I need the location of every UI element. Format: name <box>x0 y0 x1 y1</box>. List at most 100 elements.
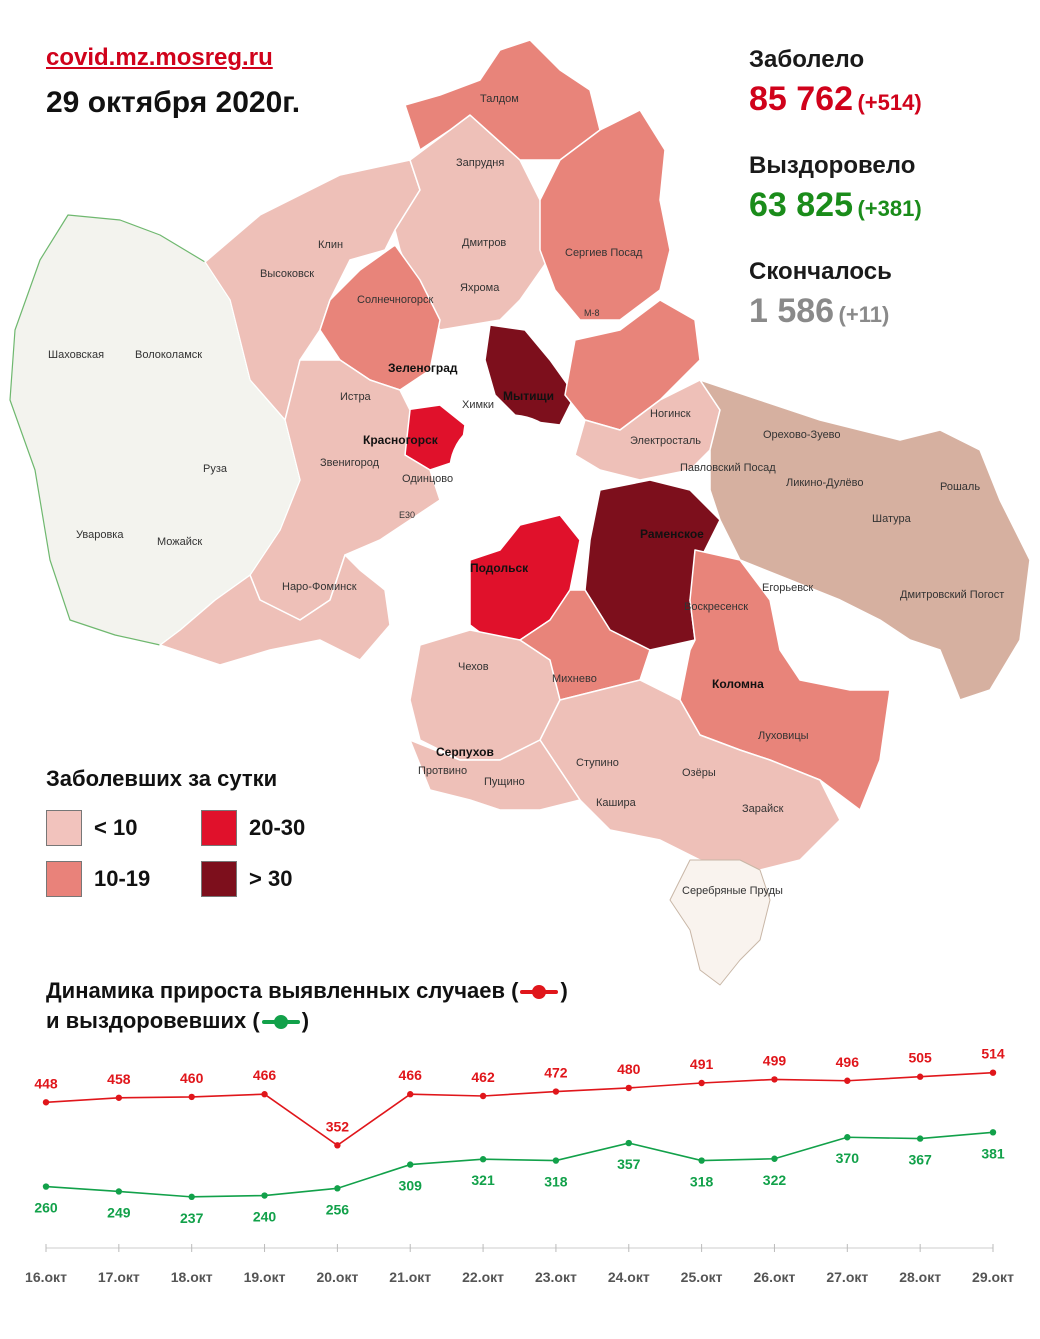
city-label: Подольск <box>470 561 529 575</box>
data-point <box>698 1079 705 1087</box>
city-label: Рошаль <box>940 481 980 493</box>
legend-item: 10-19 <box>46 861 150 897</box>
data-point <box>188 1193 195 1201</box>
city-label: Ступино <box>576 757 619 769</box>
data-label: 505 <box>908 1050 932 1066</box>
region-serpukhov <box>409 739 581 811</box>
data-point <box>771 1155 778 1162</box>
x-tick-label: 28.окт <box>899 1269 941 1285</box>
x-tick-label: 23.окт <box>535 1269 577 1285</box>
city-label: Можайск <box>157 536 202 548</box>
region-voskresensk-kolomna <box>679 549 891 811</box>
data-point <box>407 1091 414 1098</box>
died-label: Скончалось <box>749 258 892 285</box>
data-label: 496 <box>836 1054 860 1070</box>
data-label: 321 <box>471 1172 495 1188</box>
died-stat: 1 586 (+11) <box>749 292 889 331</box>
x-tick-label: 17.окт <box>98 1269 140 1285</box>
data-point <box>115 1188 123 1195</box>
infected-delta: (+514) <box>857 90 922 115</box>
dynamics-title: Динамика прироста выявленных случаев () … <box>46 976 568 1036</box>
city-label: Дмитров <box>462 237 506 249</box>
city-label: Волоколамск <box>135 349 202 361</box>
data-point <box>916 1073 924 1080</box>
data-label: 249 <box>107 1204 131 1220</box>
city-label: Талдом <box>480 93 519 105</box>
city-label: Егорьевск <box>762 582 813 594</box>
city-label: Запрудня <box>456 157 504 169</box>
region-taldom <box>404 39 601 161</box>
data-point <box>844 1077 851 1084</box>
data-label: 480 <box>617 1061 641 1077</box>
region-naro-fominsk <box>159 554 391 666</box>
report-date: 29 октября 2020г. <box>46 86 301 119</box>
legend-item: > 30 <box>201 861 292 897</box>
city-label: Зеленоград <box>388 361 458 375</box>
data-label: 357 <box>617 1156 641 1172</box>
dynamics-title-line2: и выздоровевших ( <box>46 1008 260 1033</box>
data-point <box>771 1076 778 1083</box>
legend-label: 20-30 <box>249 815 306 840</box>
city-label: Дмитровский Погост <box>900 589 1004 601</box>
data-point <box>698 1157 705 1164</box>
city-label: Пущино <box>484 776 525 788</box>
data-label: 460 <box>180 1070 204 1086</box>
x-tick-label: 16.окт <box>25 1269 67 1285</box>
data-label: 466 <box>399 1067 423 1083</box>
green-series-marker-icon <box>261 1015 300 1030</box>
city-label: Яхрома <box>460 282 500 294</box>
data-point <box>844 1134 851 1141</box>
region-mytishchi <box>484 324 576 426</box>
data-label: 260 <box>34 1200 58 1216</box>
data-point <box>625 1139 632 1147</box>
x-tick-label: 29.окт <box>972 1269 1014 1285</box>
legend-label: > 30 <box>249 866 293 891</box>
data-label: 237 <box>180 1210 204 1226</box>
red-series-marker-icon <box>520 985 559 1000</box>
city-label: Наро-Фоминск <box>282 581 357 593</box>
legend-label: < 10 <box>94 815 138 840</box>
data-label: 499 <box>763 1052 787 1068</box>
infected-label: Заболело <box>749 46 865 73</box>
city-label: Высоковск <box>260 268 314 280</box>
series-line <box>45 1131 994 1198</box>
source-link[interactable]: covid.mz.mosreg.ru <box>46 44 273 71</box>
recovered-label: Выздоровело <box>749 152 916 179</box>
city-label: Серпухов <box>436 745 494 759</box>
data-label: 256 <box>326 1201 350 1217</box>
legend-swatch <box>46 810 82 846</box>
city-label: Мытищи <box>503 389 554 403</box>
moscow-city <box>449 414 571 526</box>
city-label: Ликино-Дулёво <box>786 477 864 489</box>
city-label: Протвино <box>418 765 467 777</box>
city-label: Сергиев Посад <box>565 247 643 259</box>
recovered-value: 63 825 <box>749 186 853 224</box>
map-labels: Талдом Запрудня Клин Дмитров Высоковск Я… <box>48 93 1004 897</box>
data-point <box>115 1094 123 1101</box>
city-label: Луховицы <box>758 730 809 742</box>
data-label: 381 <box>981 1145 1005 1161</box>
dynamics-line-chart: 16.окт 17.окт 18.окт 19.окт 20.окт 21.окт 22.о… <box>25 1046 1014 1285</box>
data-point <box>261 1192 268 1199</box>
city-label: Ногинск <box>650 408 691 420</box>
data-label: 458 <box>107 1071 131 1087</box>
died-value: 1 586 <box>749 292 835 330</box>
city-label: Чехов <box>458 661 489 673</box>
data-label: 462 <box>471 1069 495 1085</box>
city-label: Шаховская <box>48 349 104 361</box>
city-label: Клин <box>318 239 343 251</box>
data-label: 466 <box>253 1067 277 1083</box>
city-label: Серебряные Пруды <box>682 885 783 897</box>
data-label: 491 <box>690 1056 714 1072</box>
data-point <box>261 1091 268 1098</box>
x-tick-label: 24.окт <box>608 1269 650 1285</box>
region-pushkino-east <box>564 299 701 431</box>
city-label: Коломна <box>712 677 764 691</box>
data-label: 472 <box>544 1065 568 1081</box>
data-label: 370 <box>836 1150 860 1166</box>
x-tick-label: 22.окт <box>462 1269 504 1285</box>
city-label: Красногорск <box>363 433 439 447</box>
region-sergiev-posad <box>539 109 671 321</box>
road-label: M-8 <box>584 308 600 318</box>
data-point <box>916 1135 924 1142</box>
